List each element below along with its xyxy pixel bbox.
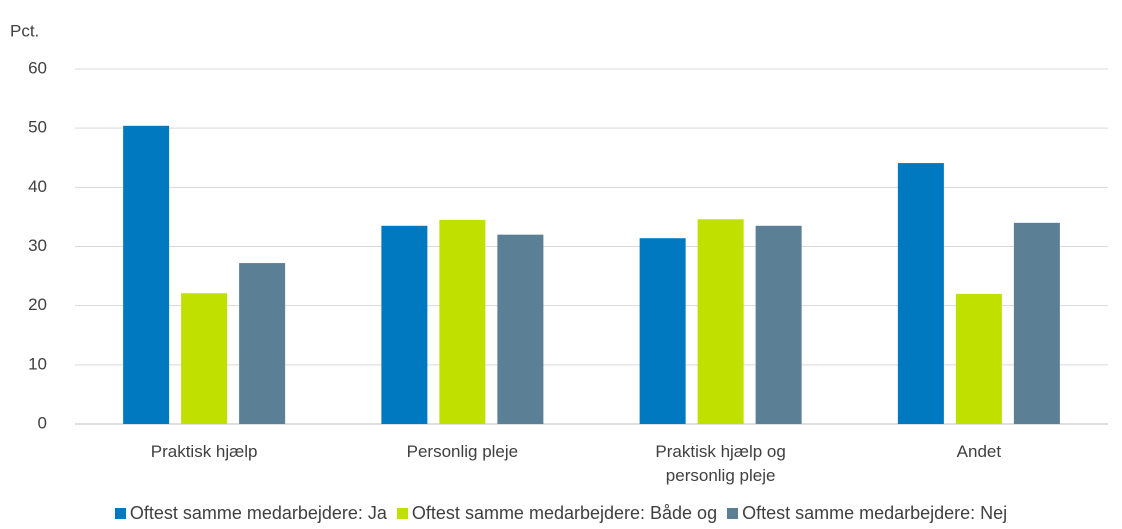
- bar: [755, 225, 802, 424]
- y-tick-label: 10: [28, 354, 47, 373]
- bar: [1013, 222, 1060, 424]
- y-tick-label: 60: [28, 58, 47, 77]
- x-tick-label: Praktisk hjælp: [150, 442, 258, 461]
- y-tick-label: 40: [28, 177, 47, 196]
- legend-label: Oftest samme medarbejdere: Både og: [411, 503, 718, 523]
- legend-label: Oftest samme medarbejdere: Nej: [742, 503, 1008, 523]
- bar: [239, 263, 286, 424]
- legend: Oftest samme medarbejdere: Ja Oftest samm…: [0, 503, 1122, 524]
- y-tick-label: 0: [38, 413, 47, 432]
- legend-swatch: [114, 508, 126, 519]
- x-tick-label: Personlig pleje: [406, 442, 519, 461]
- bar: [123, 125, 170, 425]
- y-tick-label: 20: [28, 295, 47, 314]
- legend-item: Oftest samme medarbejdere: Både og: [396, 503, 718, 524]
- legend-swatch: [396, 508, 408, 519]
- bar: [697, 219, 744, 424]
- bar: [439, 219, 486, 424]
- legend-item: Oftest samme medarbejdere: Ja: [114, 503, 387, 524]
- x-tick-label: Andet: [956, 442, 1002, 461]
- y-tick-label: 30: [28, 236, 47, 255]
- y-tick-label: 50: [28, 118, 47, 137]
- x-tick-label: Praktisk hjælp og personlig pleje: [655, 442, 786, 485]
- bar: [955, 293, 1002, 424]
- legend-label: Oftest samme medarbejdere: Ja: [129, 503, 387, 523]
- legend-item: Oftest samme medarbejdere: Nej: [727, 503, 1007, 524]
- bar: [181, 293, 228, 424]
- legend-swatch: [727, 508, 739, 519]
- bar: [897, 163, 944, 424]
- bar: [381, 225, 428, 424]
- y-axis-label: Pct.: [10, 21, 39, 40]
- bar: [639, 238, 686, 424]
- bar: [497, 234, 544, 424]
